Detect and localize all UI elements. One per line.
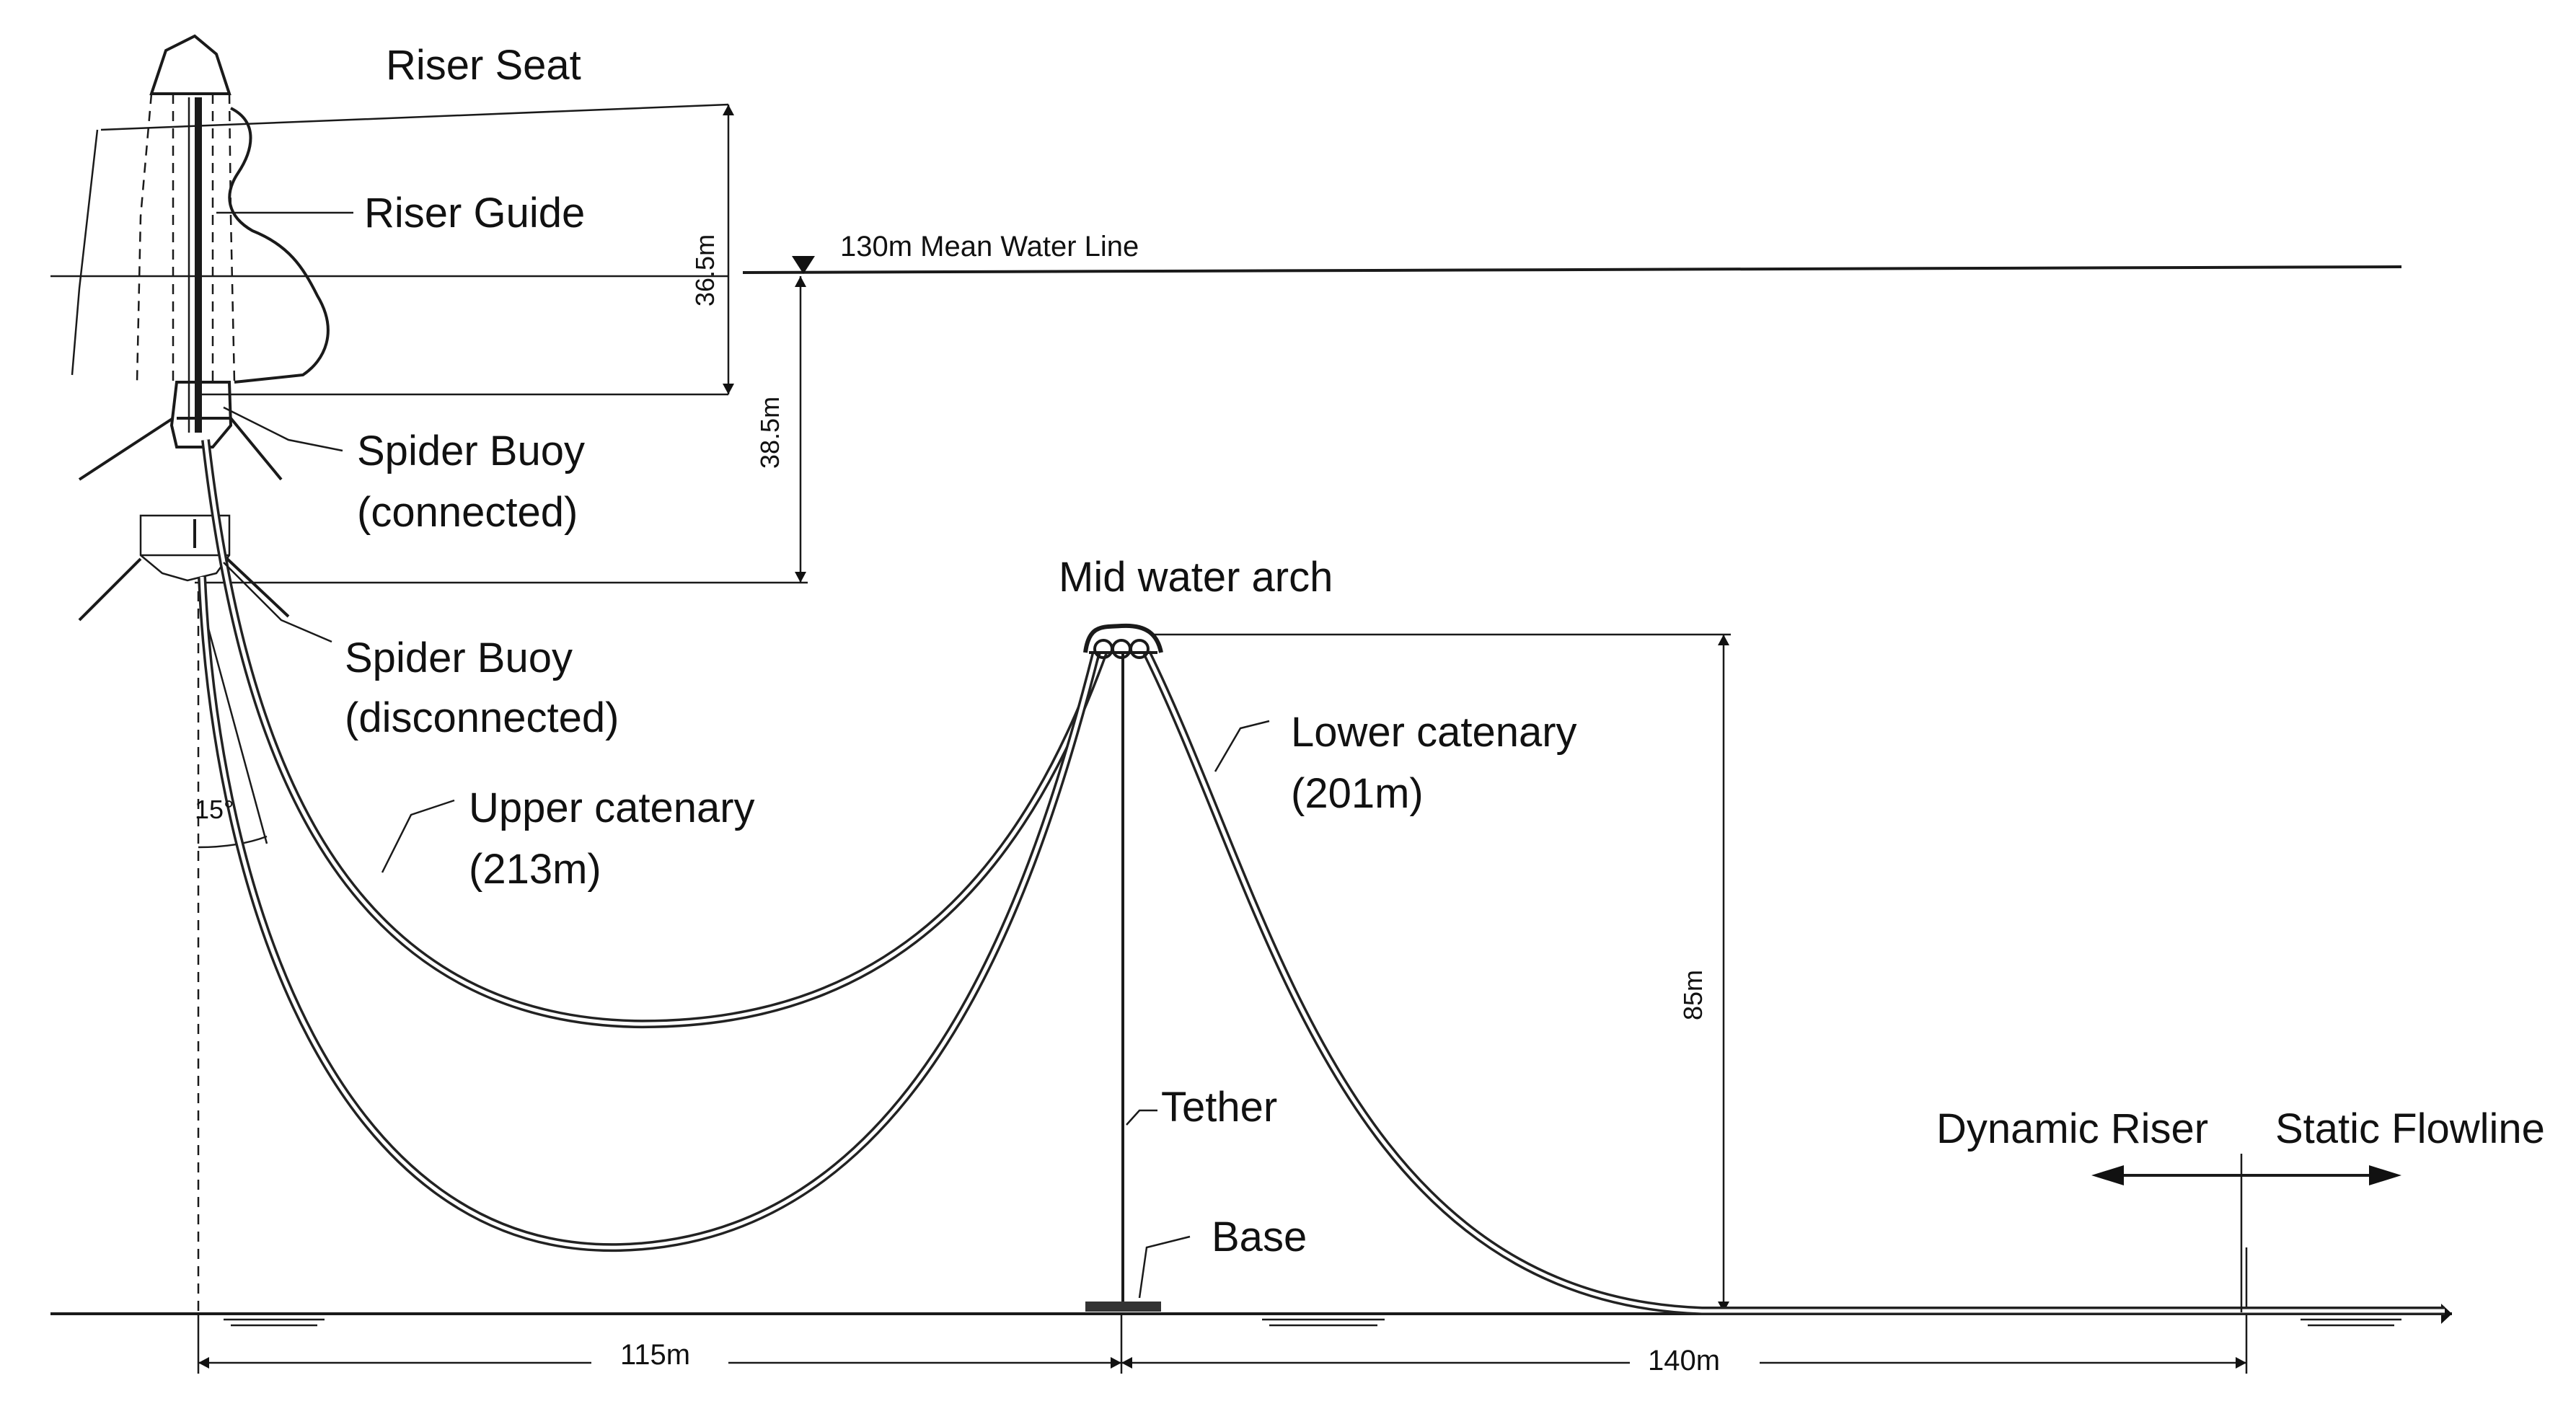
spider-buoy-disconnected-label-1: Spider Buoy bbox=[345, 635, 573, 681]
spider-buoy-connected-label-1: Spider Buoy bbox=[357, 428, 585, 474]
angle-label: 15° bbox=[195, 795, 234, 824]
dimension-115-label: 115m bbox=[620, 1339, 690, 1371]
lower-catenary-label-2: (201m) bbox=[1291, 770, 1424, 817]
dimension-36-5 bbox=[723, 105, 734, 394]
upper-catenary-disconnected bbox=[198, 576, 1100, 1252]
tether-base bbox=[1085, 1302, 1161, 1312]
leader-lines bbox=[216, 211, 1270, 1299]
riser-pipe bbox=[188, 97, 202, 433]
base-label: Base bbox=[1212, 1214, 1307, 1260]
spider-buoy-disconnected bbox=[78, 514, 290, 622]
mean-water-line bbox=[742, 256, 2402, 274]
dimension-36-5-label: 36.5m bbox=[690, 234, 720, 306]
lower-catenary-label-1: Lower catenary bbox=[1291, 709, 1577, 756]
riser-seat-label: Riser Seat bbox=[386, 42, 581, 89]
riser-guide-label: Riser Guide bbox=[364, 190, 585, 237]
dynamic-riser-label: Dynamic Riser bbox=[1936, 1105, 2208, 1152]
static-flowline-label: Static Flowline bbox=[2275, 1105, 2545, 1152]
angle-arc bbox=[198, 835, 268, 849]
turret-structure bbox=[50, 34, 808, 584]
dimension-140-label: 140m bbox=[1648, 1345, 1720, 1377]
spider-buoy-disconnected-label-2: (disconnected) bbox=[345, 694, 619, 741]
mean-water-line-label: 130m Mean Water Line bbox=[840, 231, 1139, 262]
spider-buoy-connected bbox=[78, 381, 283, 481]
riser-flowline-arrows bbox=[2091, 1154, 2401, 1312]
upper-catenary-label-2: (213m) bbox=[469, 846, 601, 893]
dimension-38-5 bbox=[795, 276, 806, 583]
dimension-bottom bbox=[197, 1247, 2248, 1374]
dimension-85-label: 85m bbox=[1678, 970, 1708, 1020]
lower-catenary bbox=[1142, 650, 2445, 1315]
mid-water-arch-label: Mid water arch bbox=[1059, 554, 1333, 601]
mid-water-arch bbox=[1083, 623, 1163, 659]
dimension-85 bbox=[1150, 633, 1731, 1312]
spider-buoy-connected-label-2: (connected) bbox=[357, 489, 578, 536]
tether-label: Tether bbox=[1161, 1084, 1277, 1131]
upper-catenary-connected bbox=[201, 439, 1108, 1029]
upper-catenary-label-1: Upper catenary bbox=[469, 785, 755, 831]
dimension-38-5-label: 38.5m bbox=[755, 397, 785, 469]
